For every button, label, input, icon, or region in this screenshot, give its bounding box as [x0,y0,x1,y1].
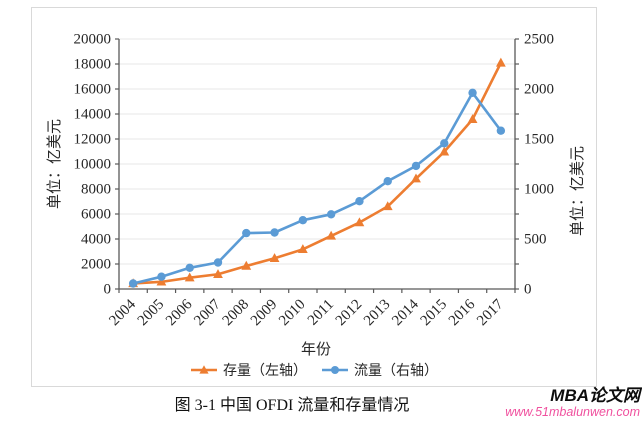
data-point-marker [439,146,450,156]
legend-item-flow: 流量（右轴） [321,360,438,380]
left-axis-tick-label: 18000 [74,57,112,73]
watermark: MBA论文网 www.51mbalunwen.com [505,386,640,419]
figure-chart-frame: 0 2000 4000 6000 8000 10000 12000 14000 16000 180… [31,7,597,387]
data-point-marker [411,161,421,171]
x-axis-tick-label: 2013 [361,297,394,330]
x-axis-tick-label: 2016 [446,296,479,329]
data-point-marker [241,260,252,270]
left-axis-tick-label: 10000 [74,157,112,173]
right-axis-tick-label: 1500 [524,132,554,148]
left-axis-ticks: 0 2000 4000 6000 8000 10000 12000 14000 16000 180… [74,32,119,298]
data-point-marker [382,201,393,211]
gridlines [119,38,515,265]
left-axis-tick-label: 4000 [81,232,111,248]
x-axis-tick-label: 2014 [389,296,422,329]
figure-caption: 图 3-1 中国 OFDI 流量和存量情况 [174,397,410,414]
data-point-marker [468,88,477,98]
data-point-marker [326,210,336,219]
legend-label: 流量（右轴） [354,364,438,379]
data-point-marker [184,272,195,282]
data-point-marker [354,217,365,227]
left-axis-title: 单位：亿美元 [47,119,63,210]
legend-label: 存量（左轴） [223,364,307,379]
left-axis-tick-label: 12000 [74,132,112,148]
data-point-marker [242,228,251,238]
x-axis-tick-label: 2005 [135,297,168,330]
data-point-marker [495,57,506,67]
right-axis-tick-label: 2000 [524,82,554,98]
x-axis-tick-label: 2015 [418,297,451,330]
x-axis-tick-label: 2006 [163,296,196,329]
right-axis-title: 单位：亿美元 [570,146,586,237]
right-axis-tick-label: 0 [524,282,532,298]
right-axis-tick-label: 500 [524,232,547,248]
left-axis-tick-label: 6000 [81,207,111,223]
left-axis-tick-label: 8000 [81,182,111,198]
x-axis-tick-label: 2008 [220,297,253,330]
x-axis-tick-label: 2011 [305,297,337,329]
x-axis-tick-label: 2009 [248,297,281,330]
data-point-marker [128,279,138,288]
data-point-marker [298,216,308,225]
left-axis-tick-label: 20000 [74,32,112,48]
left-axis-tick-label: 0 [104,282,112,298]
watermark-site-name: MBA论文网 [550,386,640,405]
right-axis-ticks: 0 500 1000 1500 2000 2500 [515,32,554,298]
x-axis-tick-label: 2010 [276,297,309,330]
data-point-marker [213,269,223,278]
left-axis-tick-label: 2000 [81,257,111,273]
right-axis-tick-label: 1000 [524,182,554,198]
data-point-marker [383,177,392,186]
series-line [131,91,503,285]
data-point-marker [185,263,194,272]
data-point-marker [467,114,478,124]
data-point-marker [297,244,308,254]
series-stock [128,57,506,288]
series-line [131,61,503,285]
data-point-marker [440,139,449,148]
data-point-marker [157,272,166,281]
x-axis-tick-label: 2004 [106,296,139,329]
data-point-marker [213,258,223,267]
data-point-marker [156,276,167,286]
x-axis-tick-label: 2012 [333,297,366,330]
x-axis-ticks: 2004200520062007200820092010201120122013… [106,289,516,330]
ofdi-line-chart: 0200040006000800010000120001400016000180… [74,32,555,330]
triangle-marker-icon [191,365,217,374]
data-point-marker [269,253,280,262]
series-flow [128,88,506,288]
data-point-marker [496,126,506,135]
x-axis-tick-label: 2017 [474,296,507,329]
circle-marker-icon [322,366,348,374]
data-point-marker [270,228,279,237]
left-axis-tick-label: 14000 [74,107,112,123]
legend-item-stock: 存量（左轴） [190,360,307,380]
data-point-marker [326,230,337,240]
watermark-site-url: www.51mbalunwen.com [505,404,640,419]
chart-legend: 存量（左轴） 流量（右轴） [32,360,596,380]
x-axis-title: 年份 [300,342,331,358]
data-point-marker [355,197,364,206]
data-point-marker [411,173,421,183]
left-axis-tick-label: 16000 [74,82,112,98]
x-axis-tick-label: 2007 [191,296,224,329]
right-axis-tick-label: 2500 [524,32,554,48]
